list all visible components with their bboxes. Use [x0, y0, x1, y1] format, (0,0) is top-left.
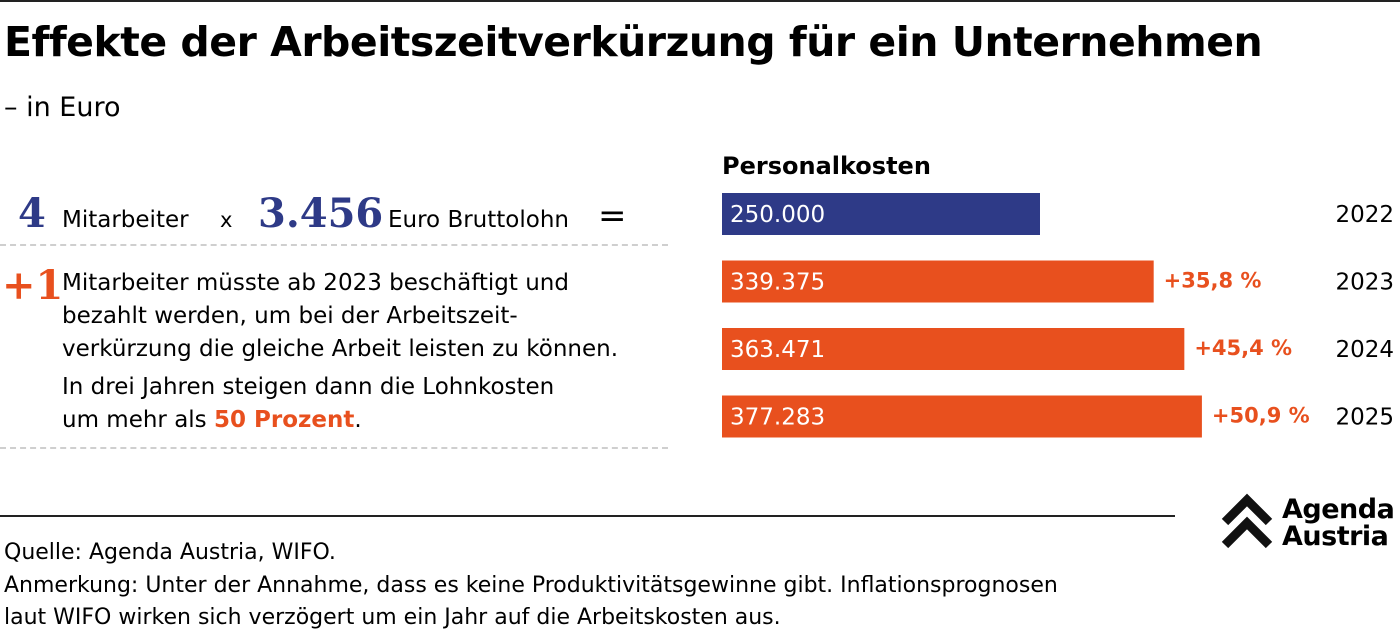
bar-value-label-2024: 363.471	[730, 337, 825, 363]
divider-bottom	[0, 447, 668, 449]
extra-text-line-3: verkürzung die gleiche Arbeit leisten zu…	[62, 336, 619, 362]
wage-label: Euro Bruttolohn	[388, 207, 569, 233]
bar-value-label-2022: 250.000	[730, 202, 825, 228]
year-label-2022: 2022	[1335, 202, 1394, 228]
extra-text-line-4: In drei Jahren steigen dann die Lohnkost…	[62, 374, 555, 400]
year-label-2025: 2025	[1335, 405, 1394, 431]
employee-count: 4	[18, 190, 46, 237]
extra-text-suffix: .	[354, 407, 362, 433]
wage-value: 3.456	[258, 190, 384, 237]
year-label-2023: 2023	[1335, 270, 1394, 296]
times-sign: x	[220, 208, 233, 232]
plus-one-value: +1	[2, 262, 64, 309]
double-chevron-up-icon	[1221, 493, 1273, 549]
change-label-2025: +50,9 %	[1212, 404, 1310, 428]
extra-text-prefix: um mehr als	[62, 407, 214, 433]
footnote-line-2: laut WIFO wirken sich verzögert um ein J…	[4, 605, 781, 630]
bar-2022	[722, 193, 1040, 235]
highlight-percent: 50 Prozent	[213, 407, 355, 433]
top-rule	[0, 0, 1400, 2]
chart-title: Personalkosten	[722, 152, 931, 180]
bar-2025	[722, 395, 1202, 438]
year-label-2024: 2024	[1335, 337, 1394, 363]
change-label-2023: +35,8 %	[1164, 269, 1262, 293]
bar-2024	[722, 328, 1185, 370]
divider-top	[0, 244, 668, 246]
logo-wordmark: Agenda Austria	[1282, 494, 1395, 552]
extra-text-line-2: bezahlt werden, um bei der Arbeitszeit-	[62, 303, 518, 329]
page-subtitle: – in Euro	[4, 92, 121, 123]
bar-value-label-2023: 339.375	[730, 270, 825, 296]
employee-label: Mitarbeiter	[62, 207, 189, 233]
source-note: Quelle: Agenda Austria, WIFO.	[4, 540, 336, 565]
extra-text-line-1: Mitarbeiter müsste ab 2023 beschäftigt u…	[62, 270, 569, 296]
page-title: Effekte der Arbeitszeitverkürzung für ei…	[4, 18, 1263, 66]
logo-line-1: Agenda	[1282, 494, 1395, 525]
logo-line-2: Austria	[1282, 521, 1389, 552]
equals-sign: =	[598, 196, 627, 236]
extra-text-line-5: um mehr als 50 Prozent.	[62, 404, 362, 437]
footnote-line-1: Anmerkung: Unter der Annahme, dass es ke…	[4, 573, 1058, 598]
bar-value-label-2025: 377.283	[730, 405, 825, 431]
footer-rule	[0, 515, 1175, 517]
bar-2023	[722, 260, 1154, 303]
change-label-2024: +45,4 %	[1194, 336, 1292, 360]
